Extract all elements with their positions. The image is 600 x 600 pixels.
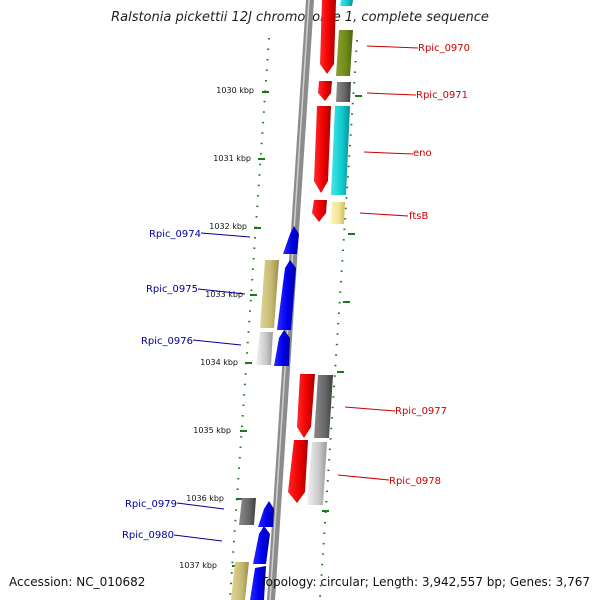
gene-arrow [283,226,299,254]
gene-arrow [320,0,336,74]
gene-arrow [277,260,296,330]
gene-arrow [330,202,345,224]
gene-arrow [258,501,274,527]
kbp-label: 1034 kbp [200,358,238,367]
gene-label: Rpic_0979 [125,499,177,510]
gene-arrow [312,200,327,222]
gene-arrow [340,0,353,6]
gene-arrow [318,81,332,101]
forward-leaders [337,45,419,481]
accession-text: Accession: NC_010682 [9,575,146,589]
gene-arrow [314,375,333,438]
kbp-label: 1033 kbp [205,290,243,299]
gene-arrow [307,442,327,505]
kbp-label: 1031 kbp [213,154,251,163]
kbp-label: 1035 kbp [193,426,231,435]
gene-label: Rpic_0974 [149,229,201,240]
kbp-label: 1037 kbp [179,561,217,570]
reverse-leaders [173,232,251,542]
gene-label: Rpic_0975 [146,284,198,295]
gene-label: Rpic_0980 [122,530,174,541]
gene-arrow [336,82,351,102]
gene-label: eno [413,148,432,159]
gene-label: Rpic_0976 [141,336,193,347]
gene-arrow [239,498,256,525]
kbp-label: 1036 kbp [186,494,224,503]
forward-genes [288,0,353,505]
gene-arrow [250,566,266,600]
gene-arrow [253,526,270,564]
gene-arrow [297,374,315,438]
gene-label: Rpic_0978 [389,476,441,487]
kbp-label: 1032 kbp [209,222,247,231]
topology-text: Topology: circular; Length: 3,942,557 bp… [260,575,590,589]
gene-arrow [256,332,273,365]
reverse-genes [231,226,299,600]
gene-arrow [336,30,353,76]
gene-arrow [314,106,331,193]
gene-label: Rpic_0977 [395,406,447,417]
gene-arrow [260,260,279,328]
gene-label: Rpic_0970 [418,43,470,54]
kbp-label: 1030 kbp [216,86,254,95]
gene-arrow [331,106,350,195]
map-title: Ralstonia pickettii 12J chromosome 1, co… [111,10,489,25]
gene-arrow [288,440,308,503]
gene-label: ftsB [409,211,428,222]
gene-arrow [231,562,249,600]
gene-arrow [274,330,290,366]
gene-label: Rpic_0971 [416,90,468,101]
